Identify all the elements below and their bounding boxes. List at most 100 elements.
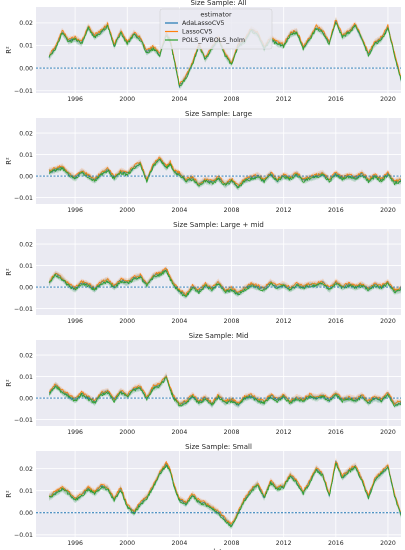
- series-line-LassoCV5: [48, 267, 401, 296]
- series-group: [48, 16, 401, 91]
- chart-panel-5: Size Sample: Small −0.01 0.00 0.01 0.02 1996 2…: [5, 443, 401, 550]
- series-band-POLS_PVBOLS_holm: [49, 374, 401, 409]
- y-tick-label: 0.00: [19, 173, 33, 180]
- x-tick-label: 2012: [276, 207, 292, 214]
- x-tick-label: 1996: [67, 540, 83, 547]
- x-tick-label: 2020: [380, 207, 396, 214]
- legend-entry: LassoCV5: [182, 29, 213, 36]
- y-tick-label: 0.02: [19, 241, 33, 248]
- x-tick-label: 2008: [224, 540, 240, 547]
- y-tick-label: −0.01: [14, 417, 33, 424]
- x-tick-label: 2000: [119, 96, 135, 103]
- x-axis-label: date: [211, 548, 226, 550]
- series-band-AdaLassoCV5: [49, 459, 401, 529]
- plot-area: [36, 451, 401, 537]
- x-tick-label: 2012: [276, 318, 292, 325]
- y-tick-label: 0.01: [19, 263, 33, 270]
- y-axis-label: R²: [5, 379, 13, 387]
- x-tick-label: 1996: [67, 429, 83, 436]
- series-band-POLS_PVBOLS_holm: [49, 460, 401, 530]
- x-tick-label: 1996: [67, 207, 83, 214]
- x-tick-label: 1996: [67, 96, 83, 103]
- x-tick-label: 2004: [172, 429, 188, 436]
- plot-area: [36, 229, 401, 315]
- legend-box: [159, 8, 273, 50]
- x-tick-label: 2016: [328, 96, 344, 103]
- y-tick-label: 0.02: [19, 130, 33, 137]
- y-tick-label: 0.02: [19, 466, 33, 473]
- x-tick-label: 2008: [224, 318, 240, 325]
- plot-area: [36, 118, 401, 204]
- x-tick-label: 2004: [172, 318, 188, 325]
- y-tick-label: 0.00: [19, 395, 33, 402]
- x-tick-label: 2004: [172, 207, 188, 214]
- series-group: [48, 372, 401, 409]
- x-tick-label: 2008: [224, 96, 240, 103]
- x-tick-label: 2000: [119, 540, 135, 547]
- x-tick-label: 2012: [276, 429, 292, 436]
- series-line-POLS_PVBOLS_holm: [48, 269, 401, 298]
- legend-entry: POLS_PVBOLS_holm: [182, 37, 245, 44]
- x-tick-label: 2016: [328, 207, 344, 214]
- panel-title: Size Sample: Mid: [189, 332, 249, 340]
- series-group: [48, 265, 401, 299]
- legend-entry: AdaLassoCV5: [182, 20, 225, 27]
- y-tick-label: −0.01: [14, 532, 33, 539]
- series-group: [48, 457, 401, 530]
- series-band-AdaLassoCV5: [49, 156, 401, 191]
- x-tick-label: 2008: [224, 429, 240, 436]
- x-tick-label: 2016: [328, 318, 344, 325]
- x-tick-label: 2000: [119, 429, 135, 436]
- x-tick-label: 2020: [380, 96, 396, 103]
- series-line-POLS_PVBOLS_holm: [48, 462, 401, 528]
- y-tick-label: 0.02: [19, 20, 33, 27]
- x-tick-label: 2004: [172, 540, 188, 547]
- y-axis-label: R²: [5, 490, 13, 498]
- y-tick-label: 0.00: [19, 510, 33, 517]
- x-tick-label: 2016: [328, 540, 344, 547]
- y-tick-label: −0.01: [14, 88, 33, 95]
- series-band-LassoCV5: [49, 265, 401, 298]
- plot-area: [36, 340, 401, 426]
- series-band-LassoCV5: [49, 16, 401, 88]
- x-tick-label: 2000: [119, 318, 135, 325]
- series-band-AdaLassoCV5: [49, 267, 401, 299]
- y-tick-label: 0.01: [19, 43, 33, 50]
- x-tick-label: 1996: [67, 318, 83, 325]
- x-tick-label: 2008: [224, 207, 240, 214]
- chart-panel-4: Size Sample: Mid −0.01 0.00 0.01 0.02 1996 200…: [5, 332, 401, 436]
- x-tick-label: 2004: [172, 96, 188, 103]
- panel-title: Size Sample: Small: [185, 443, 252, 451]
- legend-title: estimator: [200, 11, 232, 19]
- y-tick-label: 0.02: [19, 352, 33, 359]
- y-axis-label: R²: [5, 157, 13, 165]
- x-tick-label: 2012: [276, 96, 292, 103]
- series-line-POLS_PVBOLS_holm: [49, 377, 401, 407]
- y-tick-label: −0.01: [14, 195, 33, 202]
- y-axis-label: R²: [5, 268, 13, 276]
- y-tick-label: −0.01: [14, 306, 33, 313]
- y-tick-label: 0.00: [19, 65, 33, 72]
- x-tick-label: 2012: [276, 540, 292, 547]
- y-tick-label: 0.01: [19, 374, 33, 381]
- chart-panel-1: Size Sample: All −0.01 0.00 0.01 0.02 1996 200…: [5, 0, 401, 103]
- chart-panel-3: Size Sample: Large + mid −0.01 0.00 0.01 0.0…: [5, 221, 401, 325]
- x-tick-label: 2016: [328, 429, 344, 436]
- y-tick-label: 0.01: [19, 488, 33, 495]
- series-band-POLS_PVBOLS_holm: [49, 268, 401, 299]
- x-tick-label: 2020: [380, 318, 396, 325]
- chart-panel-2: Size Sample: Large −0.01 0.00 0.01 0.02 1996 2…: [5, 110, 401, 214]
- panel-title: Size Sample: Large: [185, 110, 252, 118]
- y-tick-label: 0.01: [19, 152, 33, 159]
- x-tick-label: 2000: [119, 207, 135, 214]
- y-tick-label: 0.00: [19, 284, 33, 291]
- x-tick-label: 2020: [380, 540, 396, 547]
- panel-title: Size Sample: All: [190, 0, 246, 7]
- panel-title: Size Sample: Large + mid: [173, 221, 264, 229]
- y-axis-label: R²: [5, 46, 13, 54]
- series-band-POLS_PVBOLS_holm: [49, 18, 401, 91]
- x-tick-label: 2020: [380, 429, 396, 436]
- series-line-POLS_PVBOLS_holm: [48, 158, 401, 189]
